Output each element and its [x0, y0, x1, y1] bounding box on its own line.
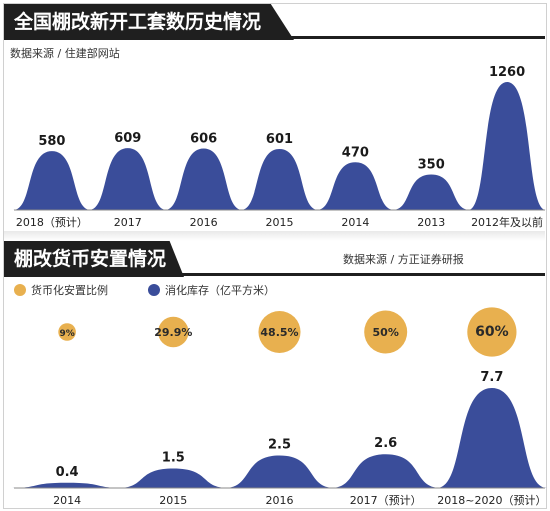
- ratio-label-2: 48.5%: [260, 326, 298, 339]
- ratio-circle-3: [364, 310, 408, 354]
- inventory-label-1: 1.5: [162, 451, 185, 466]
- inventory-label-4: 7.7: [480, 370, 503, 385]
- legend-label-ratio: 货币化安置比例: [31, 284, 108, 297]
- hump-5: [392, 174, 471, 210]
- category-label-4: 2018~2020（预计）: [437, 494, 546, 507]
- section1-rule: [275, 36, 545, 39]
- category-label-1: 2015: [159, 494, 187, 507]
- legend-item-inventory: 消化库存（亿平方米）: [148, 282, 275, 298]
- category-label-0: 2014: [53, 494, 81, 507]
- ratio-label-1: 29.9%: [154, 326, 192, 339]
- section-divider: [4, 231, 545, 241]
- hump-3: [240, 148, 319, 210]
- category-label-2: 2016: [266, 494, 294, 507]
- category-label-1: 2017: [114, 216, 142, 229]
- ratio-circle-0: [58, 323, 76, 341]
- inventory-label-0: 0.4: [56, 465, 79, 480]
- category-label-3: 2015: [266, 216, 294, 229]
- category-label-4: 2014: [341, 216, 369, 229]
- ratio-circle-1: [158, 316, 189, 348]
- section1-source: 数据来源 / 住建部网站: [10, 47, 120, 60]
- ratio-circle-2: [258, 310, 301, 354]
- hump-1: [88, 148, 167, 210]
- section1-title: 全国棚改新开工套数历史情况(万): [4, 4, 294, 40]
- section2-source: 数据来源 / 方正证券研报: [343, 253, 464, 266]
- inventory-hump-4: [436, 388, 547, 488]
- category-label-2: 2016: [190, 216, 218, 229]
- legend-label-inventory: 消化库存（亿平方米）: [165, 284, 275, 297]
- section2-rule: [160, 273, 545, 276]
- value-label-6: 1260: [489, 65, 525, 80]
- hump-2: [164, 148, 243, 210]
- hump-6: [468, 82, 546, 210]
- legend-item-ratio: 货币化安置比例: [14, 282, 108, 298]
- value-label-0: 580: [38, 134, 65, 149]
- category-label-3: 2017（预计）: [350, 494, 422, 507]
- ratio-label-0: 9%: [59, 329, 74, 339]
- value-label-3: 601: [266, 132, 293, 147]
- section2-title: 棚改货币安置情况: [4, 241, 184, 277]
- inventory-hump-2: [224, 455, 335, 488]
- ratio-label-3: 50%: [373, 326, 399, 339]
- value-label-2: 606: [190, 131, 217, 146]
- value-label-1: 609: [114, 131, 141, 146]
- value-label-4: 470: [342, 145, 369, 160]
- category-label-0: 2018（预计）: [16, 216, 88, 229]
- hump-0: [13, 151, 91, 210]
- chart-new-starts: 580 2018（预计） 609 2017 606 2016 601 2015 470 2014 3…: [13, 65, 546, 229]
- category-label-6: 2012年及以前: [471, 215, 543, 229]
- inventory-hump-1: [118, 468, 229, 488]
- inventory-label-2: 2.5: [268, 438, 291, 453]
- ratio-label-4: 60%: [475, 324, 509, 340]
- inventory-label-3: 2.6: [374, 436, 397, 451]
- value-label-5: 350: [418, 157, 445, 172]
- legend-swatch-blue: [148, 284, 160, 296]
- hump-4: [316, 162, 395, 210]
- category-label-5: 2013: [417, 216, 445, 229]
- inventory-hump-0: [12, 482, 123, 488]
- legend-swatch-gold: [14, 284, 26, 296]
- ratio-circle-4: [467, 307, 517, 357]
- inventory-hump-3: [330, 454, 441, 488]
